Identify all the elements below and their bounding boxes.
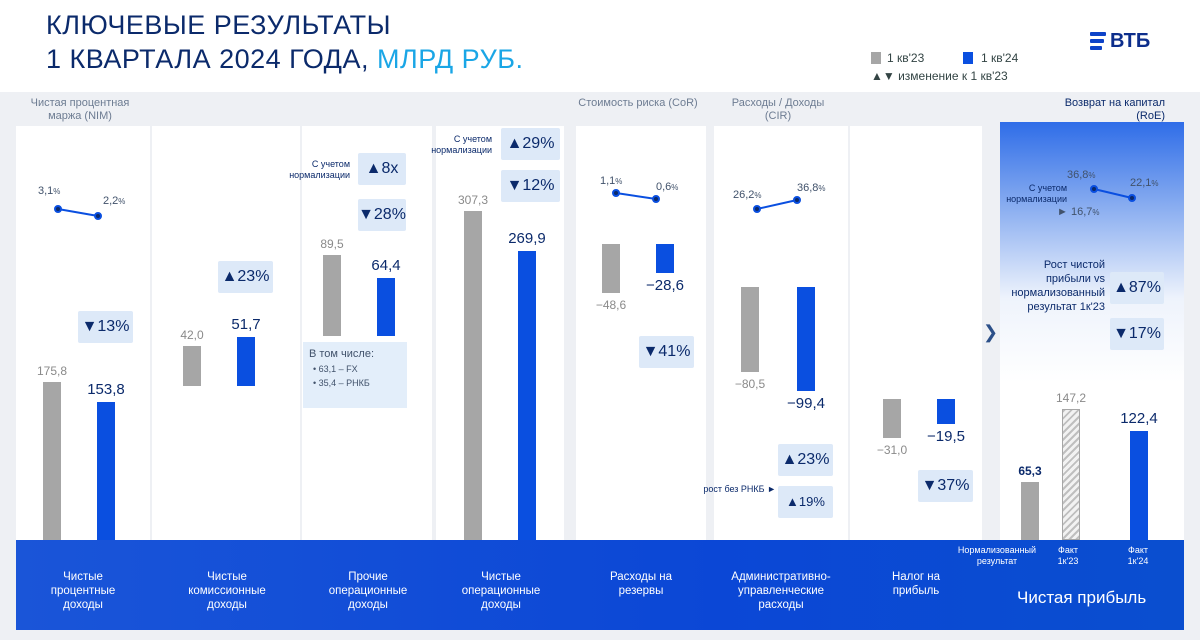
label-prev-0: 175,8 <box>36 363 68 378</box>
legend-prev-swatch <box>871 52 881 64</box>
label-prev-1: 42,0 <box>180 328 204 343</box>
panel-fee <box>152 126 300 556</box>
norm-note-oper: С учетом нормализации <box>431 134 492 155</box>
label-curr-7: 122,4 <box>1120 410 1158 428</box>
cir-no-rnkb-label: рост без РНКБ ► <box>703 484 776 494</box>
label-curr-4: −28,6 <box>646 276 684 294</box>
cor-curr: 0,6% <box>656 181 679 193</box>
cir-prev: 26,2% <box>733 189 762 201</box>
roe-norm: ► 16,7% <box>1057 206 1100 218</box>
norm-note-other: С учетом нормализации <box>289 159 350 180</box>
label-prev-2: 89,5 <box>320 237 344 252</box>
vtb-logo: ВТБ <box>1090 28 1170 56</box>
bar-prev-7 <box>1062 408 1080 540</box>
legend-change: ▲▼ изменение к 1 кв'23 <box>871 69 1008 83</box>
title-text: 1 КВАРТАЛА 2024 ГОДА, <box>46 44 369 74</box>
bar-prev-5 <box>741 287 759 372</box>
bar-curr-2 <box>377 278 395 336</box>
label-curr-2: 64,4 <box>371 257 401 275</box>
label-np-norm-value: 65,3 <box>1018 463 1042 478</box>
label-np-norm: Нормализованный результат <box>957 545 1037 566</box>
change-oper: ▼12% <box>501 170 560 202</box>
header: КЛЮЧЕВЫЕ РЕЗУЛЬТАТЫ 1 КВАРТАЛА 2024 ГОДА… <box>0 0 1200 92</box>
label-prev-3: 307,3 <box>457 193 489 208</box>
bar-curr-3 <box>518 251 536 540</box>
callout-title: В том числе: <box>309 348 375 360</box>
other-income-callout: В том числе: • 63,1 – FX • 35,4 – РНКБ <box>303 342 407 408</box>
bar-prev-0 <box>43 381 61 540</box>
label-nii: Чистые процентные доходы <box>50 571 116 611</box>
category-strip <box>16 540 1184 630</box>
panel-admin <box>714 126 848 556</box>
cir-title: Расходы / Доходы (CIR) <box>731 97 825 122</box>
bar-np-norm <box>1021 481 1039 540</box>
logo-text: ВТБ <box>1110 30 1151 52</box>
label-prov: Расходы на резервы <box>609 571 673 597</box>
label-prev-5: −80,5 <box>734 376 766 391</box>
cir-curr: 36,8% <box>797 182 826 194</box>
legend-prev: 1 кв'23 <box>887 51 925 65</box>
bar-curr-7 <box>1130 431 1148 540</box>
change-nii: ▼13% <box>78 311 133 343</box>
label-tax: Налог на прибыль <box>891 571 941 597</box>
label-curr-5: −99,4 <box>787 395 825 413</box>
bar-curr-1 <box>237 336 255 386</box>
change-other: ▼28% <box>358 199 406 231</box>
change-admin-no-rnkb: ▲19% <box>778 486 833 518</box>
label-fee: Чистые комиссионные доходы <box>188 571 266 611</box>
title-unit: МЛРД РУБ. <box>376 44 524 74</box>
roe-title: Возврат на капитал (RoE) <box>1064 97 1165 122</box>
bar-curr-6 <box>937 399 955 424</box>
label-curr-1: 51,7 <box>231 315 261 333</box>
legend-curr: 1 кв'24 <box>981 51 1019 65</box>
bar-prev-1 <box>183 346 201 386</box>
change-fee: ▲23% <box>218 261 273 293</box>
change-np-norm: ▲87% <box>1110 272 1164 304</box>
label-np-prev: Факт 1к'23 <box>1057 545 1079 566</box>
callout-item-fx: • 63,1 – FX <box>313 364 358 374</box>
roe-prev: 36,8% <box>1067 169 1096 181</box>
bar-prev-3 <box>464 211 482 540</box>
bar-curr-4 <box>656 244 674 273</box>
roe-curr: 22,1% <box>1130 177 1159 189</box>
bar-curr-0 <box>97 401 115 540</box>
label-curr-3: 269,9 <box>508 230 546 248</box>
label-oper: Чистые операционные доходы <box>461 571 541 611</box>
nim-curr: 2,2% <box>103 195 126 207</box>
label-prev-4: −48,6 <box>595 297 627 312</box>
bar-prev-4 <box>602 244 620 293</box>
label-curr-6: −19,5 <box>927 427 965 445</box>
change-other-norm: ▲8x <box>358 153 406 185</box>
callout-item-rnkb: • 35,4 – РНКБ <box>313 378 370 388</box>
bar-curr-5 <box>797 287 815 392</box>
page-title-line1: КЛЮЧЕВЫЕ РЕЗУЛЬТАТЫ <box>46 10 392 40</box>
bar-prev-2 <box>323 255 341 336</box>
cor-prev: 1,1% <box>600 175 623 187</box>
label-admin: Административно-управленческие расходы <box>731 571 831 611</box>
label-other: Прочие операционные доходы <box>328 571 408 611</box>
legend-curr-swatch <box>963 52 973 64</box>
chevron-right-icon: ❯ <box>983 322 999 342</box>
cor-title: Стоимость риска (CoR) <box>578 97 698 109</box>
change-tax: ▼37% <box>918 470 973 502</box>
panel-other <box>302 126 432 556</box>
nim-prev: 3,1% <box>38 185 61 197</box>
page-title-line2: 1 КВАРТАЛА 2024 ГОДА, МЛРД РУБ. <box>46 44 523 75</box>
roe-norm-label: С учетом нормализации <box>1006 183 1067 204</box>
label-net-profit: Чистая прибыль <box>1017 588 1147 607</box>
bar-prev-6 <box>883 399 901 439</box>
profit-growth-label: Рост чистой прибыли vs нормализованный р… <box>1011 259 1105 313</box>
nim-title: Чистая процентная маржа (NIM) <box>30 97 130 122</box>
change-prov: ▼41% <box>639 336 694 368</box>
change-oper-norm: ▲29% <box>501 128 560 160</box>
label-prev-7: 147,2 <box>1055 390 1087 405</box>
label-curr-0: 153,8 <box>87 380 125 398</box>
label-np-curr: Факт 1к'24 <box>1127 545 1149 566</box>
label-prev-6: −31,0 <box>876 443 908 458</box>
change-admin: ▲23% <box>778 444 833 476</box>
change-np: ▼17% <box>1110 318 1164 350</box>
